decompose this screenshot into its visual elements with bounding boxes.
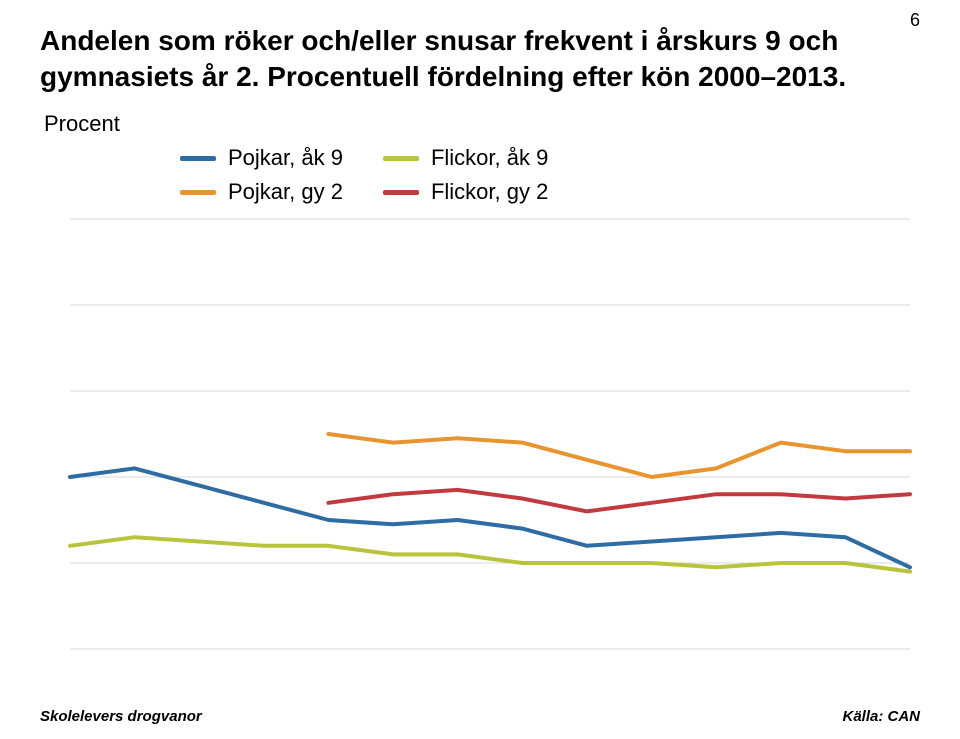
legend-item-flickor-ak9: Flickor, åk 9: [383, 145, 548, 171]
footer-right: Källa: CAN: [842, 708, 920, 725]
footer-left: Skolelevers drogvanor: [40, 708, 202, 725]
legend-label: Pojkar, åk 9: [228, 145, 343, 171]
legend: Pojkar, åk 9 Pojkar, gy 2 Flickor, åk 9 …: [180, 145, 920, 205]
y-axis-label: Procent: [44, 111, 920, 137]
line-chart: [40, 209, 920, 669]
legend-item-pojkar-ak9: Pojkar, åk 9: [180, 145, 343, 171]
page-title-line1: Andelen som röker och/eller snusar frekv…: [40, 24, 920, 58]
legend-item-flickor-gy2: Flickor, gy 2: [383, 179, 548, 205]
legend-label: Flickor, gy 2: [431, 179, 548, 205]
legend-label: Pojkar, gy 2: [228, 179, 343, 205]
legend-swatch: [383, 156, 419, 161]
legend-item-pojkar-gy2: Pojkar, gy 2: [180, 179, 343, 205]
legend-label: Flickor, åk 9: [431, 145, 548, 171]
legend-swatch: [180, 156, 216, 161]
page-number: 6: [910, 10, 920, 31]
legend-swatch: [383, 190, 419, 195]
legend-swatch: [180, 190, 216, 195]
page-title-line2: gymnasiets år 2. Procentuell fördelning …: [40, 60, 920, 94]
